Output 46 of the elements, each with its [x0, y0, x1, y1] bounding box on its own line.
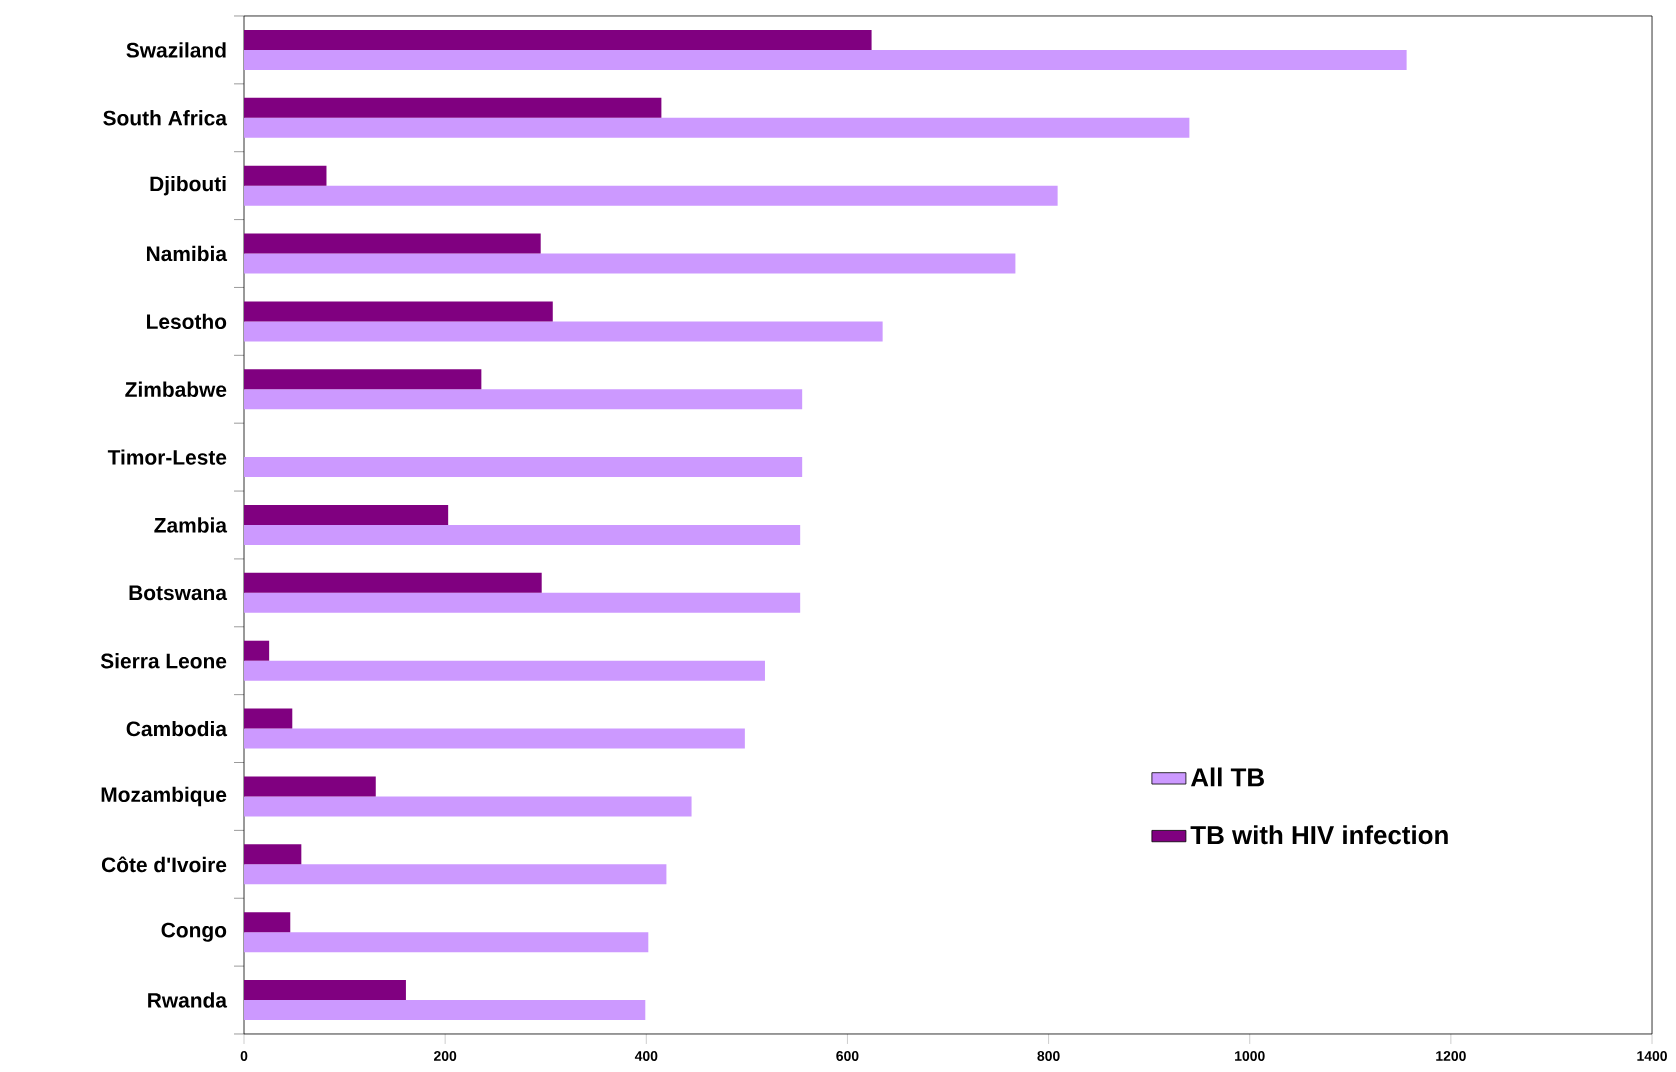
bar — [244, 369, 482, 390]
y-tick-label: Timor-Leste — [107, 449, 227, 465]
bar — [244, 728, 745, 749]
legend-label: All TB — [1190, 767, 1264, 787]
bar — [244, 1000, 646, 1021]
bar — [244, 165, 327, 186]
bar — [244, 233, 541, 254]
y-tick-label: South Africa — [103, 110, 228, 126]
bar — [244, 708, 293, 729]
bar — [244, 776, 376, 797]
y-tick-label: Namibia — [146, 245, 228, 262]
bar — [244, 49, 1407, 70]
legend-label: TB with HIV infection — [1190, 825, 1448, 845]
bar — [244, 844, 302, 865]
y-tick-label: Swaziland — [126, 42, 226, 58]
bar — [244, 185, 1058, 206]
bar — [244, 457, 803, 478]
bar — [244, 640, 270, 661]
y-tick-label: Zambia — [154, 517, 228, 533]
y-tick-label: Lesotho — [147, 313, 227, 330]
bar — [244, 592, 801, 613]
bar — [244, 301, 553, 322]
bar — [244, 389, 803, 410]
bar — [244, 504, 449, 525]
bar — [244, 321, 883, 342]
bar — [244, 29, 872, 50]
bar — [244, 796, 692, 817]
y-tick-label: Côte d'Ivoire — [101, 856, 227, 873]
y-tick-label: Zimbabwe — [125, 381, 227, 397]
bar — [244, 97, 662, 118]
bar — [244, 524, 801, 545]
y-tick-label: Djibouti — [150, 175, 226, 196]
bar — [244, 117, 1190, 138]
bar — [244, 864, 667, 885]
y-tick-label: Cambodia — [126, 720, 228, 737]
y-tick-label: Congo — [161, 922, 227, 942]
bar — [244, 932, 649, 953]
bar — [244, 980, 406, 1001]
y-tick-label: Sierra Leone — [100, 653, 227, 669]
bar — [244, 572, 542, 593]
bar — [244, 660, 765, 681]
y-tick-label: Rwanda — [148, 992, 228, 1008]
y-tick-label: Mozambique — [101, 786, 227, 807]
y-tick-label: Botswana — [129, 585, 228, 601]
bar — [244, 912, 291, 933]
bar — [244, 253, 1016, 274]
